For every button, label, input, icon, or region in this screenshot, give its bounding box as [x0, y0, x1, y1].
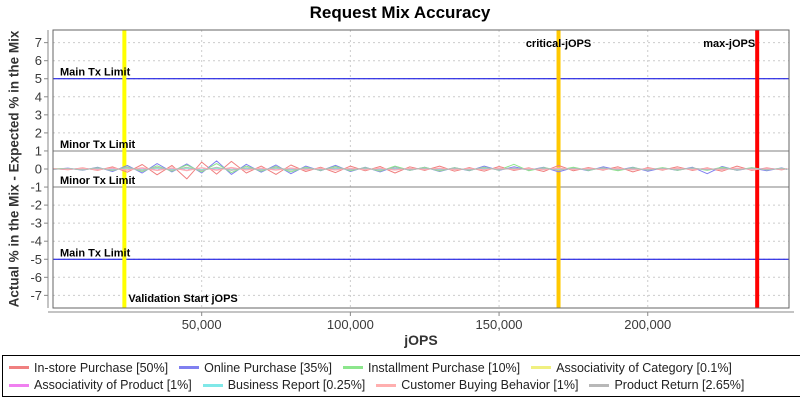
chart-title: Request Mix Accuracy: [309, 3, 491, 22]
legend-item: Customer Buying Behavior [1%]: [376, 378, 578, 392]
y-tick-label: -4: [30, 234, 42, 249]
y-tick-label: 5: [35, 71, 42, 86]
marker-labels: Main Tx Limit Minor Tx Limit Minor Tx Limi…: [60, 38, 755, 305]
legend: In-store Purchase [50%] Online Purchase […: [2, 355, 800, 397]
legend-item: Associativity of Product [1%]: [9, 378, 192, 392]
h-marker-label-1: Minor Tx Limit: [60, 139, 136, 151]
v-marker-label-0: Validation Start jOPS: [128, 293, 237, 305]
legend-row: Associativity of Product [1%] Business Re…: [9, 378, 800, 392]
plot-area: 7 6 5 4 3 2 1 0 -1 -2 -3 -4 -5 -6 -7 50,000 100,000 150,0…: [30, 29, 794, 332]
legend-swatch: [202, 383, 223, 387]
legend-swatch: [9, 383, 29, 387]
legend-item: Product Return [2.65%]: [589, 378, 744, 392]
x-tick-label: 200,000: [624, 317, 671, 332]
legend-label: Installment Purchase [10%]: [367, 360, 521, 375]
y-tick-label: -2: [30, 198, 42, 213]
y-tick-label: -1: [30, 180, 42, 195]
h-marker-label-0: Main Tx Limit: [60, 67, 131, 79]
series-lines: [53, 160, 788, 180]
legend-swatch: [179, 366, 200, 370]
y-tick-label: -6: [30, 270, 42, 285]
y-tick-label: 3: [35, 107, 42, 122]
legend-label: Associativity of Product [1%]: [34, 378, 192, 393]
series-line-0: [53, 160, 788, 180]
legend-label: Product Return [2.65%]: [614, 378, 745, 393]
y-tick-label: 7: [35, 35, 42, 50]
v-marker-label-1: critical-jOPS: [526, 38, 591, 50]
legend-label: Customer Buying Behavior [1%]: [401, 378, 579, 393]
legend-swatch: [531, 366, 552, 370]
legend-item: Business Report [0.25%]: [202, 378, 366, 393]
legend-label: Associativity of Category [0.1%]: [556, 360, 732, 375]
x-tick-label: 150,000: [476, 317, 523, 332]
legend-swatch: [342, 366, 363, 370]
legend-item: In-store Purchase [50%]: [9, 361, 168, 375]
legend-item: Installment Purchase [10%]: [342, 360, 521, 375]
h-marker-label-2: Minor Tx Limit: [60, 175, 136, 187]
x-axis-title: jOPS: [404, 332, 438, 348]
y-tick-label: 0: [35, 162, 42, 177]
y-tick-label: -7: [30, 288, 42, 303]
x-tick-label: 50,000: [182, 317, 222, 332]
legend-label: In-store Purchase [50%]: [34, 360, 169, 375]
legend-label: Business Report [0.25%]: [227, 378, 366, 393]
axes: [44, 30, 794, 316]
y-tick-label: 2: [35, 125, 42, 140]
legend-swatch: [589, 383, 610, 387]
plot-border: [52, 29, 790, 309]
legend-swatch: [9, 366, 29, 370]
y-tick-labels: 7 6 5 4 3 2 1 0 -1 -2 -3 -4 -5 -6 -7: [30, 35, 42, 303]
legend-row: In-store Purchase [50%] Online Purchase […: [9, 361, 800, 375]
legend-item: Online Purchase [35%]: [179, 361, 332, 375]
gridlines: [53, 30, 789, 308]
y-tick-label: -5: [30, 252, 42, 267]
y-tick-label: 1: [35, 143, 42, 158]
y-tick-label: 6: [35, 53, 42, 68]
y-tick-label: 4: [35, 89, 42, 104]
series-line-7: [53, 166, 788, 172]
v-marker-label-2: max-jOPS: [703, 38, 755, 50]
x-tick-label: 100,000: [327, 317, 374, 332]
legend-swatch: [376, 383, 397, 387]
y-tick-label: -3: [30, 216, 42, 231]
x-tick-labels: 50,000 100,000 150,000 200,000: [182, 317, 671, 332]
h-marker-label-3: Main Tx Limit: [60, 247, 131, 259]
legend-item: Associativity of Category [0.1%]: [531, 361, 732, 375]
legend-label: Online Purchase [35%]: [204, 360, 332, 375]
